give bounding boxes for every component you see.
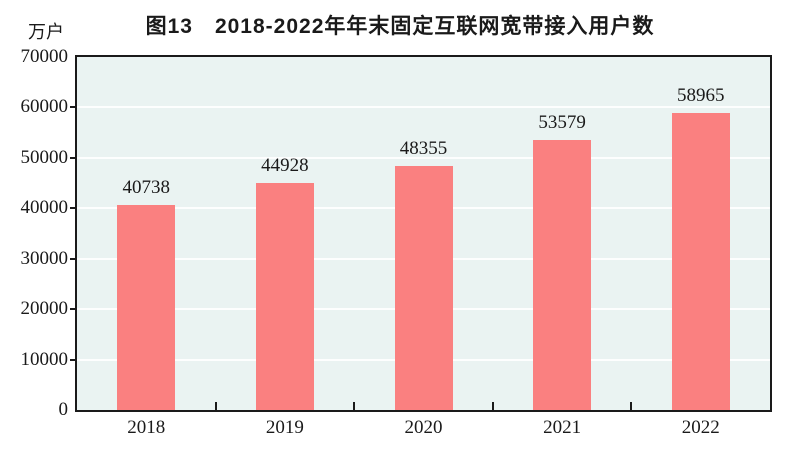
x-tick-label: 2019 bbox=[265, 417, 304, 438]
y-axis-tick bbox=[70, 358, 77, 361]
bar bbox=[394, 166, 453, 410]
chart-title: 图13 2018-2022年年末固定互联网宽带接入用户数 bbox=[145, 15, 655, 38]
x-axis-tick bbox=[353, 402, 356, 410]
bar-value-label: 40738 bbox=[122, 176, 171, 198]
bar bbox=[117, 204, 176, 410]
y-tick-label: 30000 bbox=[20, 247, 69, 269]
bar-value-label: 58965 bbox=[676, 84, 725, 106]
bar-value-label: 53579 bbox=[538, 111, 586, 133]
bar bbox=[255, 183, 314, 410]
x-axis-tick bbox=[630, 402, 633, 410]
y-gridline bbox=[77, 156, 770, 159]
y-tick-label: 40000 bbox=[20, 197, 69, 219]
y-axis-tick bbox=[70, 257, 77, 260]
bar-value-label: 48355 bbox=[399, 138, 448, 160]
y-tick-label: 10000 bbox=[20, 348, 69, 370]
y-tick-label: 20000 bbox=[20, 298, 69, 320]
bar-value-label: 44928 bbox=[261, 155, 309, 177]
x-tick-label: 2021 bbox=[543, 417, 582, 438]
y-axis-tick bbox=[70, 308, 77, 311]
y-axis-tick bbox=[70, 207, 77, 210]
y-axis-tick bbox=[70, 106, 77, 109]
x-tick-label: 2018 bbox=[127, 417, 166, 438]
bar bbox=[533, 139, 592, 410]
y-axis-unit-label: 万户 bbox=[28, 22, 64, 42]
x-tick-label: 2020 bbox=[404, 417, 443, 438]
bar bbox=[671, 112, 730, 410]
x-axis-tick bbox=[214, 402, 217, 410]
y-tick-label: 70000 bbox=[20, 46, 69, 67]
y-tick-label: 0 bbox=[58, 399, 69, 420]
y-tick-label: 60000 bbox=[20, 96, 69, 118]
y-axis-tick bbox=[70, 156, 77, 159]
x-axis-tick bbox=[491, 402, 494, 410]
x-tick-label: 2022 bbox=[681, 417, 720, 438]
y-gridline bbox=[77, 106, 770, 109]
y-tick-label: 50000 bbox=[20, 146, 69, 168]
